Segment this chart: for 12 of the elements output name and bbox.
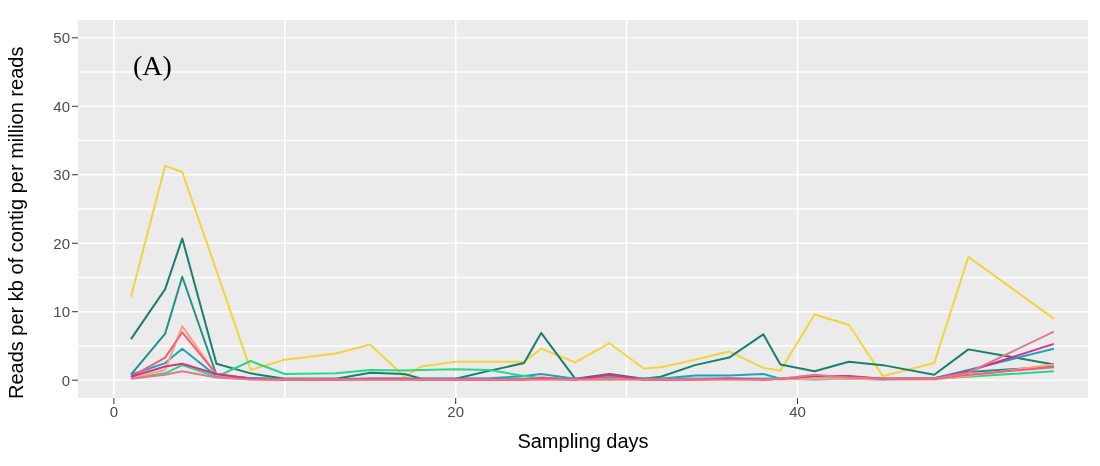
y-tick-label: 20 <box>53 234 70 252</box>
x-tick-label: 40 <box>789 402 806 420</box>
y-tick-label: 10 <box>53 303 70 321</box>
y-tick-label: 0 <box>61 371 70 389</box>
y-tick-label: 50 <box>53 29 70 47</box>
x-tick-label: 0 <box>109 402 119 420</box>
x-axis-title: Sampling days <box>517 430 649 452</box>
y-tick-label: 30 <box>53 166 70 184</box>
y-tick-label: 40 <box>53 97 70 115</box>
annotation: (A) <box>133 50 172 81</box>
x-tick-label: 20 <box>447 402 465 420</box>
y-axis-title: Reads per kb of contig per million reads <box>5 46 28 399</box>
